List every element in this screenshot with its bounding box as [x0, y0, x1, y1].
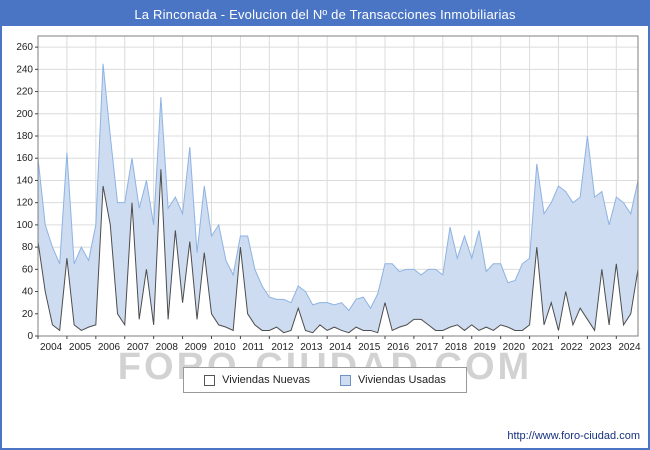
- svg-text:0: 0: [27, 331, 33, 342]
- svg-text:2009: 2009: [185, 342, 208, 353]
- svg-text:2016: 2016: [387, 342, 410, 353]
- svg-text:2024: 2024: [618, 342, 641, 353]
- svg-text:2005: 2005: [69, 342, 92, 353]
- svg-text:20: 20: [22, 309, 34, 320]
- svg-text:40: 40: [22, 287, 34, 298]
- legend-label-usadas: Viviendas Usadas: [358, 374, 446, 386]
- svg-text:80: 80: [22, 242, 34, 253]
- svg-text:60: 60: [22, 264, 34, 275]
- svg-text:160: 160: [16, 153, 33, 164]
- svg-text:2007: 2007: [127, 342, 150, 353]
- svg-text:2006: 2006: [98, 342, 121, 353]
- page-title: La Rinconada - Evolucion del Nº de Trans…: [2, 2, 648, 26]
- svg-text:180: 180: [16, 131, 33, 142]
- legend-swatch-usadas: [340, 374, 351, 386]
- svg-text:100: 100: [16, 220, 33, 231]
- legend-row: Viviendas Nuevas Viviendas Usadas: [2, 356, 648, 404]
- svg-text:260: 260: [16, 42, 33, 53]
- footer: http://www.foro-ciudad.com: [2, 404, 648, 448]
- svg-text:2010: 2010: [213, 342, 236, 353]
- svg-text:2011: 2011: [242, 342, 264, 353]
- svg-text:2012: 2012: [271, 342, 294, 353]
- svg-text:2023: 2023: [589, 342, 612, 353]
- svg-text:120: 120: [16, 198, 33, 209]
- svg-text:2020: 2020: [503, 342, 526, 353]
- legend-swatch-nuevas: [204, 374, 216, 386]
- legend-label-nuevas: Viviendas Nuevas: [222, 374, 310, 386]
- svg-text:2018: 2018: [445, 342, 468, 353]
- svg-text:2022: 2022: [560, 342, 583, 353]
- legend-item-nuevas: Viviendas Nuevas: [204, 374, 310, 386]
- footer-url[interactable]: http://www.foro-ciudad.com: [507, 430, 640, 442]
- svg-text:2013: 2013: [300, 342, 323, 353]
- svg-text:2014: 2014: [329, 342, 352, 353]
- svg-text:2019: 2019: [474, 342, 497, 353]
- svg-text:140: 140: [16, 175, 33, 186]
- svg-text:2004: 2004: [40, 342, 63, 353]
- svg-text:2008: 2008: [156, 342, 179, 353]
- svg-text:2017: 2017: [416, 342, 439, 353]
- svg-text:220: 220: [16, 87, 33, 98]
- legend: Viviendas Nuevas Viviendas Usadas: [183, 367, 467, 393]
- legend-item-usadas: Viviendas Usadas: [340, 374, 446, 386]
- svg-text:2015: 2015: [358, 342, 381, 353]
- svg-text:200: 200: [16, 109, 33, 120]
- svg-text:240: 240: [16, 64, 33, 75]
- area-chart: 0 20 40 60 80 100 120 140 160 180 200 220 240 260 2004…: [16, 35, 641, 353]
- chart-area: 0 20 40 60 80 100 120 140 160 180 200 220 240 260 2004…: [2, 26, 648, 356]
- svg-text:2021: 2021: [532, 342, 555, 353]
